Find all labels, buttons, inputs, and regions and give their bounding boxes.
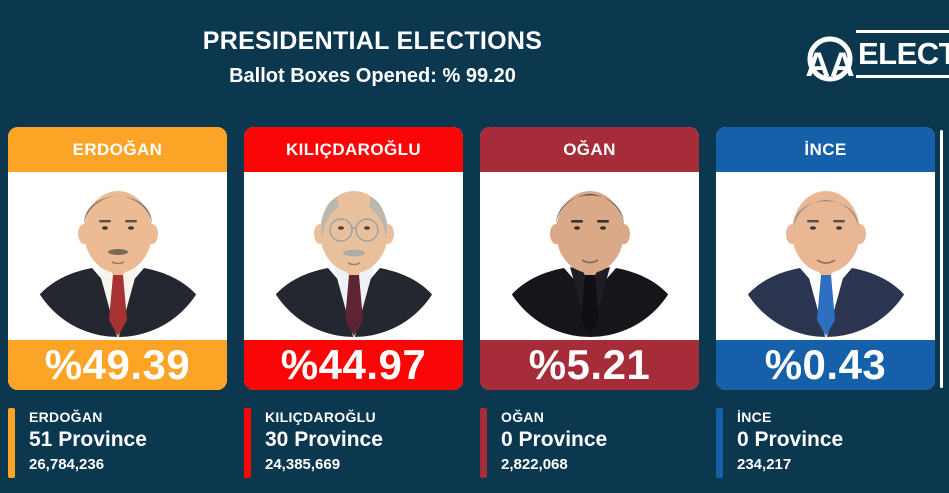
elections-banner: ELECTI xyxy=(856,30,949,78)
candidate-photo xyxy=(8,172,227,340)
candidate-photo xyxy=(716,172,935,340)
candidate-card-erdogan[interactable]: ERDOĞAN xyxy=(8,127,227,390)
candidate-photo xyxy=(480,172,699,340)
vote-percentage: %44.97 xyxy=(244,340,463,390)
party-color-bar xyxy=(480,408,487,478)
stat-province-count: 51 Province xyxy=(29,428,147,451)
aa-agency-logo-icon: AA xyxy=(805,36,855,84)
candidate-name-header: KILIÇDAROĞLU xyxy=(244,127,463,172)
candidate-photo xyxy=(244,172,463,340)
candidate-card-ince[interactable]: İNCE xyxy=(716,127,935,390)
portrait-image xyxy=(25,191,211,337)
svg-text:AA: AA xyxy=(805,46,854,84)
province-stats-row: ERDOĞAN 51 Province 26,784,236 KILIÇDARO… xyxy=(8,408,935,478)
stat-candidate-name: İNCE xyxy=(737,409,772,425)
stat-vote-count: 24,385,669 xyxy=(265,456,341,473)
candidate-card-kilicdaroglu[interactable]: KILIÇDAROĞLU xyxy=(244,127,463,390)
mustache xyxy=(108,249,128,255)
stat-province-count: 0 Province xyxy=(501,428,608,451)
candidate-name-header: ERDOĞAN xyxy=(8,127,227,172)
vote-percentage: %5.21 xyxy=(480,340,699,390)
stat-province-count: 30 Province xyxy=(265,428,383,451)
stat-candidate-name: OĞAN xyxy=(501,409,545,425)
portrait-image xyxy=(497,191,683,337)
candidate-card-ogan[interactable]: OĞAN xyxy=(480,127,699,390)
stat-block-kilicdaroglu: KILIÇDAROĞLU 30 Province 24,385,669 xyxy=(244,408,463,478)
stat-block-erdogan: ERDOĞAN 51 Province 26,784,236 xyxy=(8,408,227,478)
portrait-image xyxy=(261,191,447,337)
stat-vote-count: 2,822,068 xyxy=(501,456,568,473)
stat-vote-count: 234,217 xyxy=(737,456,792,473)
stat-vote-count: 26,784,236 xyxy=(29,456,105,473)
stat-block-ince: İNCE 0 Province 234,217 xyxy=(716,408,935,478)
glasses-icon xyxy=(329,218,379,242)
stat-block-ogan: OĞAN 0 Province 2,822,068 xyxy=(480,408,699,478)
portrait-image xyxy=(733,191,919,337)
candidate-cards-row: ERDOĞAN xyxy=(8,127,935,390)
mustache xyxy=(343,249,365,257)
candidate-name-header: OĞAN xyxy=(480,127,699,172)
party-color-bar xyxy=(716,408,723,478)
vote-percentage: %49.39 xyxy=(8,340,227,390)
candidate-name-header: İNCE xyxy=(716,127,935,172)
party-color-bar xyxy=(8,408,15,478)
partial-card-edge xyxy=(940,130,943,388)
page-title: PRESIDENTIAL ELECTIONS xyxy=(202,27,543,55)
stat-candidate-name: KILIÇDAROĞLU xyxy=(265,409,376,425)
vote-percentage: %0.43 xyxy=(716,340,935,390)
party-color-bar xyxy=(244,408,251,478)
stat-province-count: 0 Province xyxy=(737,428,844,451)
stat-candidate-name: ERDOĞAN xyxy=(29,409,103,425)
ballot-boxes-opened-status: Ballot Boxes Opened: % 99.20 xyxy=(229,65,516,87)
